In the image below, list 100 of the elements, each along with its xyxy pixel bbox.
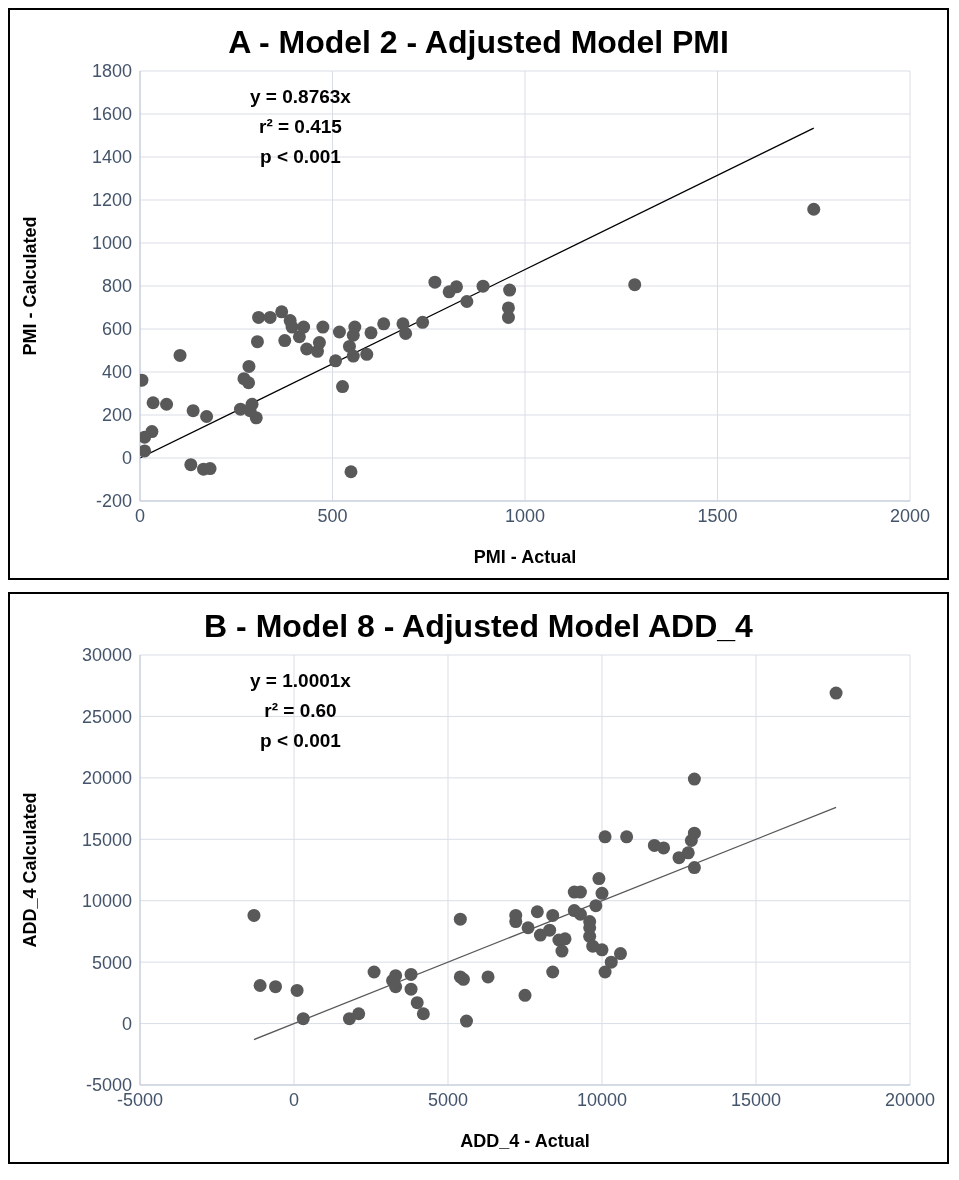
point xyxy=(555,944,569,958)
point xyxy=(404,967,418,981)
point xyxy=(657,841,671,855)
point xyxy=(329,354,343,368)
x-tick-label: 1000 xyxy=(504,505,546,526)
point xyxy=(278,334,292,348)
y-tick-label: 800 xyxy=(101,276,132,297)
point xyxy=(389,969,403,983)
point xyxy=(145,425,159,439)
point xyxy=(140,444,152,458)
point xyxy=(829,686,843,700)
x-tick-label: 15000 xyxy=(730,1089,782,1110)
point xyxy=(501,310,515,324)
y-tick-label: 400 xyxy=(101,362,132,383)
point xyxy=(589,899,603,913)
annotation: r² = 0.60 xyxy=(263,699,338,723)
x-tick-label: 0 xyxy=(134,505,146,526)
point xyxy=(253,978,267,992)
point xyxy=(613,947,627,961)
point xyxy=(595,943,609,957)
point xyxy=(518,988,532,1002)
point xyxy=(604,955,618,969)
point xyxy=(546,908,560,922)
point xyxy=(389,980,403,994)
point xyxy=(160,397,174,411)
point xyxy=(364,326,378,340)
point xyxy=(459,1014,473,1028)
y-tick-label: 200 xyxy=(101,405,132,426)
point xyxy=(543,923,557,937)
x-axis-title: ADD_4 - Actual xyxy=(460,1131,590,1151)
x-tick-label: 1500 xyxy=(697,505,738,526)
annotation: p < 0.001 xyxy=(259,145,342,169)
point xyxy=(592,872,606,886)
y-tick-label: 1400 xyxy=(91,147,132,168)
point xyxy=(521,921,535,935)
point xyxy=(453,912,467,926)
annotation: y = 0.8763x xyxy=(250,85,351,109)
point xyxy=(573,907,587,921)
point xyxy=(546,965,560,979)
x-tick-label: 0 xyxy=(288,1089,300,1110)
x-tick-label: 500 xyxy=(317,505,348,526)
y-tick-label: 0 xyxy=(121,448,132,469)
point xyxy=(300,342,314,356)
y-tick-label: 15000 xyxy=(81,829,132,850)
point xyxy=(530,905,544,919)
point xyxy=(352,1007,366,1021)
y-tick-label: 30000 xyxy=(81,645,132,666)
x-tick-label: 5000 xyxy=(427,1089,469,1110)
point xyxy=(346,328,360,342)
point xyxy=(242,359,256,373)
point xyxy=(316,320,330,334)
y-tick-label: 1800 xyxy=(91,61,132,82)
chart-title: A - Model 2 - Adjusted Model PMI xyxy=(227,24,730,61)
point xyxy=(460,294,474,308)
point xyxy=(449,280,463,294)
point xyxy=(503,283,517,297)
point xyxy=(404,982,418,996)
point xyxy=(399,327,413,341)
point xyxy=(184,458,198,472)
point xyxy=(598,830,612,844)
point xyxy=(346,349,360,363)
annotation: p < 0.001 xyxy=(259,729,342,753)
point xyxy=(200,410,214,424)
point xyxy=(247,908,261,922)
y-tick-label: 20000 xyxy=(81,768,132,789)
point xyxy=(687,772,701,786)
point xyxy=(628,278,642,292)
point xyxy=(598,965,612,979)
point xyxy=(416,315,430,329)
point xyxy=(410,996,424,1010)
y-tick-label: 10000 xyxy=(81,891,132,912)
point xyxy=(416,1007,430,1021)
point xyxy=(684,834,698,848)
point xyxy=(681,846,695,860)
y-tick-label: -200 xyxy=(95,491,132,512)
x-tick-label: 10000 xyxy=(576,1089,628,1110)
point xyxy=(242,376,256,390)
y-axis-title: ADD_4 Calculated xyxy=(20,792,41,948)
annotation: r² = 0.415 xyxy=(258,115,343,139)
point xyxy=(344,465,358,479)
y-tick-label: 25000 xyxy=(81,706,132,727)
point xyxy=(428,275,442,289)
point xyxy=(336,380,350,394)
point xyxy=(173,348,187,362)
point xyxy=(146,396,160,410)
point xyxy=(367,965,381,979)
point xyxy=(186,404,200,418)
point xyxy=(296,1012,310,1026)
y-tick-label: 0 xyxy=(121,1013,132,1034)
point xyxy=(290,983,304,997)
x-tick-label: 20000 xyxy=(884,1089,936,1110)
point xyxy=(687,861,701,875)
point xyxy=(476,279,490,293)
y-tick-label: 1000 xyxy=(91,233,132,254)
point xyxy=(360,347,374,361)
y-axis-title: PMI - Calculated xyxy=(20,216,41,356)
annotation: y = 1.0001x xyxy=(250,669,351,693)
x-tick-label: 2000 xyxy=(889,505,931,526)
chart-title: B - Model 8 - Adjusted Model ADD_4 xyxy=(203,608,754,645)
point xyxy=(807,202,821,216)
